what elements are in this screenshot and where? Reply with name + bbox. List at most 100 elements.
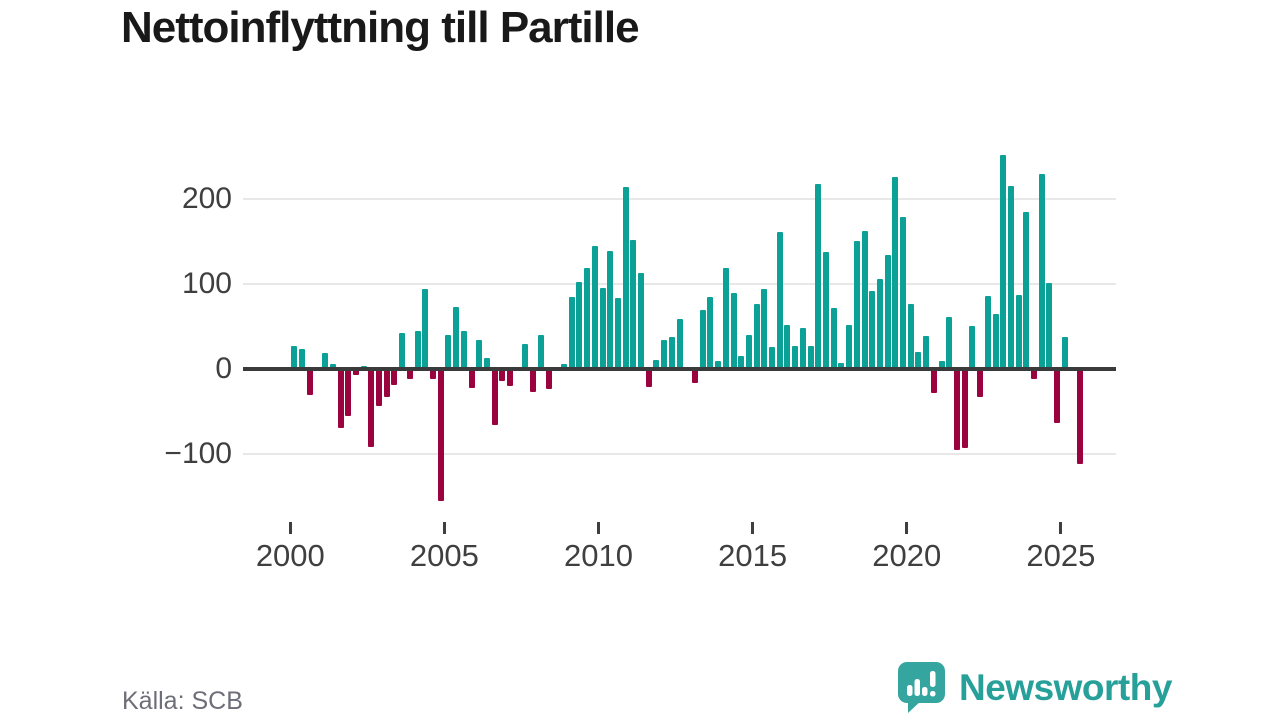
bar-2017Q4 <box>838 363 845 369</box>
y-tick-label-0: 0 <box>215 352 232 385</box>
bar-2005Q2 <box>453 306 460 369</box>
bar-2018Q3 <box>861 230 868 369</box>
bar-2002Q3 <box>368 370 375 447</box>
source-label: Källa: SCB <box>122 687 243 715</box>
bar-2013Q1 <box>692 370 698 383</box>
bar-2020Q1 <box>907 304 914 369</box>
bar-2016Q3 <box>799 328 806 369</box>
bar-2023Q4 <box>1023 212 1030 369</box>
bar-2010Q4 <box>622 186 629 369</box>
x-tick-mark-2005 <box>442 522 446 534</box>
bar-2003Q3 <box>399 333 406 369</box>
y-tick-label-200: 200 <box>181 181 232 215</box>
bar-2008Q2 <box>545 370 552 389</box>
bar-2004Q2 <box>422 288 429 369</box>
bar-2012Q1 <box>661 340 668 369</box>
x-tick-mark-2000 <box>288 522 292 534</box>
bar-2001Q1 <box>322 352 329 369</box>
bar-2024Q3 <box>1046 282 1053 369</box>
bar-2022Q2 <box>977 370 984 398</box>
x-tick-mark-2010 <box>597 522 601 534</box>
bar-2018Q2 <box>853 241 860 369</box>
bar-2025Q3 <box>1077 370 1084 464</box>
bar-2021Q1 <box>938 361 945 369</box>
bar-2005Q3 <box>460 331 467 369</box>
bar-2003Q4 <box>406 370 413 380</box>
bar-2022Q4 <box>992 313 999 369</box>
bar-2023Q3 <box>1015 294 1022 369</box>
bar-2004Q1 <box>414 331 421 369</box>
bar-2012Q3 <box>676 318 683 369</box>
bar-2019Q3 <box>892 177 899 369</box>
bar-2001Q2 <box>329 363 336 369</box>
bar-2016Q4 <box>807 345 814 369</box>
bar-2002Q4 <box>376 370 383 406</box>
bar-2023Q1 <box>1000 155 1007 369</box>
bar-2012Q2 <box>668 336 675 369</box>
bar-2011Q3 <box>645 370 652 388</box>
bar-2003Q2 <box>391 370 398 386</box>
bar-2000Q1 <box>291 345 298 369</box>
bar-2009Q1 <box>568 297 575 369</box>
bar-2016Q1 <box>784 324 791 369</box>
newsworthy-speech-bubble-bar-chart-icon <box>897 661 947 718</box>
bar-2017Q3 <box>830 308 837 369</box>
bar-2015Q4 <box>776 231 783 369</box>
newsworthy-logo: Newsworthy <box>897 661 1172 718</box>
y-tick-label-100: 100 <box>181 266 232 300</box>
bar-2001Q3 <box>337 370 344 428</box>
bar-2009Q4 <box>591 246 598 369</box>
bar-2004Q4 <box>437 370 444 502</box>
bar-2014Q2 <box>730 293 737 369</box>
bar-2007Q4 <box>530 370 537 393</box>
bar-2023Q2 <box>1007 185 1014 369</box>
bar-2024Q1 <box>1031 370 1038 379</box>
bar-2011Q4 <box>653 359 660 369</box>
bar-2017Q2 <box>823 252 829 369</box>
y-tick-label--100: −100 <box>164 437 232 471</box>
bar-2008Q1 <box>537 334 544 369</box>
bar-2015Q2 <box>761 288 768 369</box>
bar-2016Q2 <box>792 345 799 369</box>
x-tick-label-2020: 2020 <box>872 538 942 573</box>
chart-title: Nettoinflyttning till Partille <box>121 3 640 52</box>
bar-2020Q4 <box>930 370 937 394</box>
x-tick-label-2005: 2005 <box>409 538 479 573</box>
bar-2013Q2 <box>699 310 706 369</box>
bar-2021Q3 <box>954 370 961 451</box>
bar-2018Q4 <box>869 291 876 369</box>
bar-2001Q4 <box>345 370 352 417</box>
bar-2003Q1 <box>383 370 390 398</box>
bar-2008Q4 <box>561 363 567 369</box>
x-tick-label-2015: 2015 <box>718 538 788 573</box>
bar-2009Q3 <box>584 267 591 369</box>
bar-2022Q1 <box>969 325 976 369</box>
x-tick-mark-2015 <box>751 522 755 534</box>
bar-2020Q3 <box>923 335 930 369</box>
bar-2010Q3 <box>614 298 621 369</box>
bar-2007Q3 <box>522 344 529 369</box>
bar-2009Q2 <box>576 282 583 369</box>
bar-2011Q2 <box>638 272 645 369</box>
x-axis-zero-line <box>243 367 1116 371</box>
bar-2024Q2 <box>1038 173 1045 369</box>
bar-2021Q2 <box>946 316 953 369</box>
bar-2005Q1 <box>445 334 452 369</box>
bar-2021Q4 <box>961 370 968 448</box>
bar-2010Q1 <box>599 288 606 369</box>
bar-2019Q2 <box>884 254 891 369</box>
bar-2022Q3 <box>984 295 991 369</box>
bar-2013Q4 <box>715 361 722 369</box>
x-tick-mark-2020 <box>905 522 909 534</box>
bar-2015Q3 <box>769 346 776 369</box>
bar-2000Q2 <box>299 348 305 369</box>
bar-2013Q3 <box>707 297 714 369</box>
bar-2020Q2 <box>915 351 922 369</box>
bar-2004Q3 <box>430 370 436 380</box>
bar-2015Q1 <box>753 304 760 369</box>
gridline--100 <box>243 453 1116 456</box>
bar-2011Q1 <box>630 240 637 369</box>
x-tick-mark-2025 <box>1059 522 1063 534</box>
